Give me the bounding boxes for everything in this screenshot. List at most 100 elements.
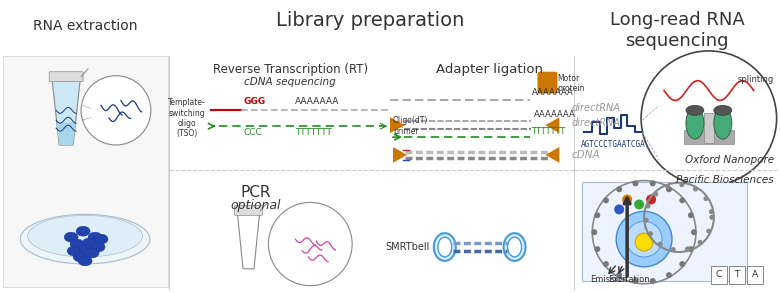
Circle shape — [688, 246, 694, 252]
Ellipse shape — [714, 105, 732, 115]
Text: SMRTbell: SMRTbell — [385, 242, 430, 252]
Ellipse shape — [508, 237, 522, 257]
Circle shape — [633, 180, 638, 186]
Circle shape — [679, 182, 684, 187]
Circle shape — [658, 242, 662, 247]
Circle shape — [704, 196, 708, 201]
Text: splinting: splinting — [737, 75, 774, 84]
Circle shape — [616, 272, 622, 278]
Circle shape — [594, 212, 601, 218]
Ellipse shape — [28, 215, 143, 257]
Polygon shape — [52, 81, 80, 145]
Ellipse shape — [76, 226, 90, 236]
FancyBboxPatch shape — [684, 130, 734, 144]
Circle shape — [614, 205, 624, 214]
Circle shape — [709, 209, 714, 214]
Polygon shape — [238, 214, 260, 269]
Circle shape — [626, 221, 662, 257]
Ellipse shape — [94, 234, 108, 244]
Circle shape — [666, 186, 672, 192]
Circle shape — [685, 246, 690, 251]
Text: Emission: Emission — [590, 275, 628, 284]
Text: T: T — [734, 270, 739, 279]
Ellipse shape — [438, 237, 452, 257]
Circle shape — [646, 204, 651, 209]
Text: RNA extraction: RNA extraction — [33, 19, 137, 33]
Ellipse shape — [79, 244, 93, 254]
Circle shape — [648, 231, 653, 236]
FancyBboxPatch shape — [746, 266, 763, 284]
Circle shape — [697, 240, 703, 245]
Text: PCR: PCR — [240, 185, 271, 200]
Circle shape — [644, 218, 649, 223]
FancyBboxPatch shape — [711, 266, 727, 284]
Circle shape — [594, 246, 601, 252]
Circle shape — [268, 202, 352, 286]
Text: TTTTTTT: TTTTTTT — [296, 128, 332, 137]
FancyBboxPatch shape — [49, 72, 83, 82]
Ellipse shape — [504, 233, 526, 261]
Ellipse shape — [64, 232, 78, 242]
Text: Template-
switching
oligo
(TSO): Template- switching oligo (TSO) — [168, 98, 206, 138]
FancyBboxPatch shape — [729, 266, 745, 284]
Circle shape — [641, 51, 777, 186]
Ellipse shape — [78, 256, 92, 266]
Text: AGTCCCTGAATCGA: AGTCCCTGAATCGA — [581, 140, 646, 149]
Text: AAAAAAA: AAAAAAA — [296, 97, 340, 106]
Text: optional: optional — [230, 200, 281, 212]
Circle shape — [666, 272, 672, 278]
Text: Long-read RNA
sequencing: Long-read RNA sequencing — [610, 11, 744, 50]
Circle shape — [622, 195, 632, 205]
Ellipse shape — [686, 107, 704, 139]
Ellipse shape — [91, 242, 105, 252]
Circle shape — [679, 261, 686, 267]
Circle shape — [616, 211, 672, 267]
Circle shape — [650, 278, 656, 284]
Ellipse shape — [434, 233, 456, 261]
Text: GGG: GGG — [243, 97, 266, 106]
Text: Motor
protein: Motor protein — [558, 74, 585, 93]
Text: cDNA: cDNA — [572, 150, 600, 160]
Polygon shape — [390, 117, 405, 133]
Text: Pacific Biosciences: Pacific Biosciences — [676, 175, 774, 185]
Text: AAAAAAA: AAAAAAA — [531, 88, 573, 98]
Circle shape — [603, 197, 609, 203]
Circle shape — [634, 200, 644, 209]
Circle shape — [616, 186, 622, 192]
Ellipse shape — [85, 248, 99, 258]
Text: AAAAAAA: AAAAAAA — [534, 110, 575, 119]
Polygon shape — [545, 117, 559, 133]
Polygon shape — [545, 147, 559, 163]
Ellipse shape — [70, 239, 84, 249]
Text: Adapter ligation: Adapter ligation — [436, 63, 543, 76]
Circle shape — [665, 184, 670, 189]
Circle shape — [679, 197, 686, 203]
Text: CCC: CCC — [243, 128, 262, 137]
FancyBboxPatch shape — [537, 72, 558, 93]
FancyBboxPatch shape — [3, 56, 168, 287]
Circle shape — [646, 195, 656, 205]
Circle shape — [671, 247, 675, 252]
Polygon shape — [57, 122, 76, 145]
Text: cDNA sequencing: cDNA sequencing — [244, 77, 336, 87]
Ellipse shape — [88, 232, 102, 242]
Ellipse shape — [686, 105, 704, 115]
Text: Oligo(dT)
primer: Oligo(dT) primer — [393, 117, 428, 136]
Text: directRNA: directRNA — [572, 118, 620, 128]
Text: Excitation: Excitation — [608, 275, 650, 284]
Ellipse shape — [20, 214, 150, 264]
FancyBboxPatch shape — [583, 182, 746, 281]
Ellipse shape — [67, 246, 81, 256]
Circle shape — [709, 215, 714, 220]
Text: TTTTTTT: TTTTTTT — [531, 127, 566, 136]
Circle shape — [603, 261, 609, 267]
Text: A: A — [752, 270, 757, 279]
Text: directRNA: directRNA — [572, 103, 620, 113]
FancyBboxPatch shape — [235, 205, 262, 215]
Circle shape — [650, 180, 656, 186]
Circle shape — [706, 229, 711, 234]
Circle shape — [688, 212, 694, 218]
FancyBboxPatch shape — [704, 113, 714, 143]
Circle shape — [81, 76, 151, 145]
Circle shape — [653, 192, 658, 197]
